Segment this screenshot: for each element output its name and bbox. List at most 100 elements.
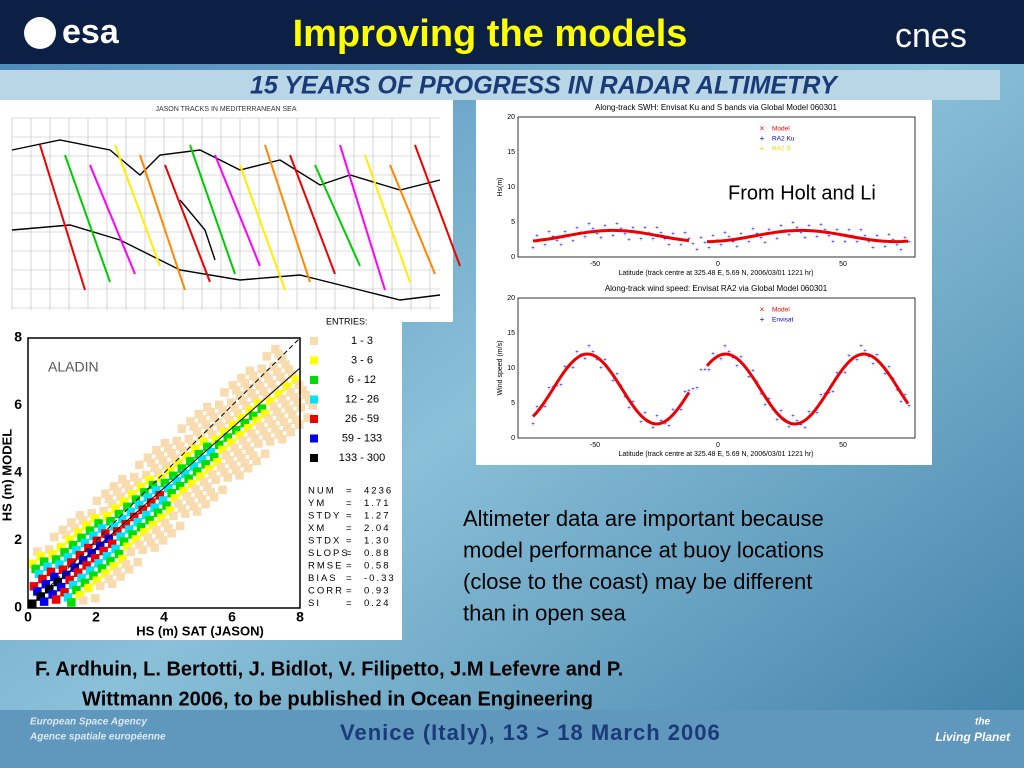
obs-point: +	[667, 424, 671, 430]
obs-point: +	[679, 408, 683, 414]
density-cell	[85, 526, 95, 535]
density-cell	[220, 468, 229, 477]
obs-point: +	[859, 228, 863, 234]
density-cell	[198, 455, 207, 464]
density-cell	[283, 422, 292, 432]
density-cell	[288, 410, 297, 419]
density-cell	[150, 543, 159, 552]
density-cell	[238, 436, 248, 445]
density-cell	[182, 452, 192, 461]
stat-cell: STDY	[308, 511, 341, 522]
obs-point: +	[603, 357, 607, 363]
density-cell	[172, 476, 181, 486]
x-axis-label: HS (m) SAT (JASON)	[136, 623, 264, 638]
density-cell	[135, 540, 144, 549]
obs-point: +	[831, 240, 835, 246]
density-cell	[228, 381, 238, 390]
density-cell	[230, 443, 239, 453]
x-tick-label: -50	[590, 442, 600, 449]
y-tick-label: 0	[511, 254, 515, 261]
density-cell	[141, 470, 151, 480]
density-cell	[223, 473, 232, 482]
obs-point: +	[775, 417, 779, 423]
density-cell	[102, 511, 112, 521]
citation-line: F. Ardhuin, L. Bertotti, J. Bidlot, V. F…	[35, 658, 623, 680]
obs-point: +	[903, 393, 907, 399]
obs-point: +	[779, 224, 783, 230]
obs-point: +	[711, 352, 715, 358]
coastline	[11, 139, 441, 301]
density-cell	[250, 394, 260, 403]
density-cell	[203, 482, 212, 492]
density-cell	[243, 384, 253, 393]
density-cell	[201, 500, 210, 509]
density-cell	[77, 573, 86, 583]
density-cell	[87, 548, 96, 558]
obs-point: +	[639, 420, 643, 426]
obs-point: +	[767, 397, 771, 403]
density-cell	[51, 555, 61, 564]
stat-cell: =	[346, 523, 354, 534]
density-cell	[133, 557, 142, 567]
density-cell	[147, 538, 156, 547]
obs-point: +	[787, 425, 791, 431]
density-cell	[67, 558, 76, 567]
density-cell	[165, 466, 175, 475]
density-cell	[170, 494, 180, 503]
density-cell	[274, 350, 283, 359]
obs-point: +	[843, 370, 847, 376]
density-cell	[99, 506, 108, 516]
y-tick-label: 0	[14, 599, 22, 615]
density-cell	[106, 517, 115, 526]
density-cell	[65, 575, 74, 585]
obs-point: +	[815, 234, 819, 240]
density-cell	[293, 398, 302, 407]
density-cell	[65, 535, 74, 545]
density-cell	[186, 497, 195, 506]
density-cell	[104, 494, 113, 504]
brand-line: the	[975, 717, 990, 728]
y-tick-label: 20	[507, 114, 515, 121]
obs-point: +	[643, 411, 647, 417]
density-cell	[96, 581, 105, 591]
stat-cell: =	[346, 536, 354, 547]
obs-point: +	[695, 248, 699, 254]
density-cell	[259, 387, 268, 396]
density-cell	[113, 567, 122, 576]
track	[339, 144, 386, 291]
plot-title: Along-track wind speed: Envisat RA2 via …	[605, 284, 828, 293]
obs-point: +	[907, 240, 911, 246]
density-cell	[206, 407, 215, 417]
density-cell	[271, 344, 280, 354]
stat-cell: =	[346, 561, 354, 572]
density-cell	[225, 455, 234, 465]
obs-point: +	[847, 228, 851, 234]
density-cell	[89, 571, 98, 580]
obs-point: +	[907, 404, 911, 410]
density-cell	[33, 587, 42, 596]
density-cell	[245, 406, 255, 416]
density-cell	[211, 435, 221, 444]
density-cell	[194, 489, 204, 499]
density-cell	[157, 513, 166, 523]
stat-cell: YM	[308, 498, 326, 509]
density-cell	[220, 388, 229, 397]
x-tick-label: 6	[228, 609, 236, 625]
density-cell	[114, 509, 124, 519]
density-cell	[135, 460, 144, 470]
obs-point: +	[623, 395, 627, 401]
density-cell	[301, 390, 311, 400]
event-text: Venice (Italy), 13 > 18 March 2006	[340, 720, 721, 745]
map-title: JASON TRACKS IN MEDITERRANEAN SEA	[155, 106, 296, 113]
density-cell	[155, 491, 164, 500]
esa-logo: esa	[62, 13, 120, 51]
obs-point: +	[751, 227, 755, 233]
density-cell	[228, 421, 238, 430]
density-cell	[254, 439, 263, 448]
density-cell	[167, 489, 176, 498]
density-cell	[286, 387, 295, 397]
banner-strip	[0, 70, 1000, 100]
density-cell	[260, 449, 270, 458]
x-axis-label: Latitude (track centre at 325.48 E, 5.69…	[619, 270, 814, 277]
density-cell	[252, 456, 261, 466]
